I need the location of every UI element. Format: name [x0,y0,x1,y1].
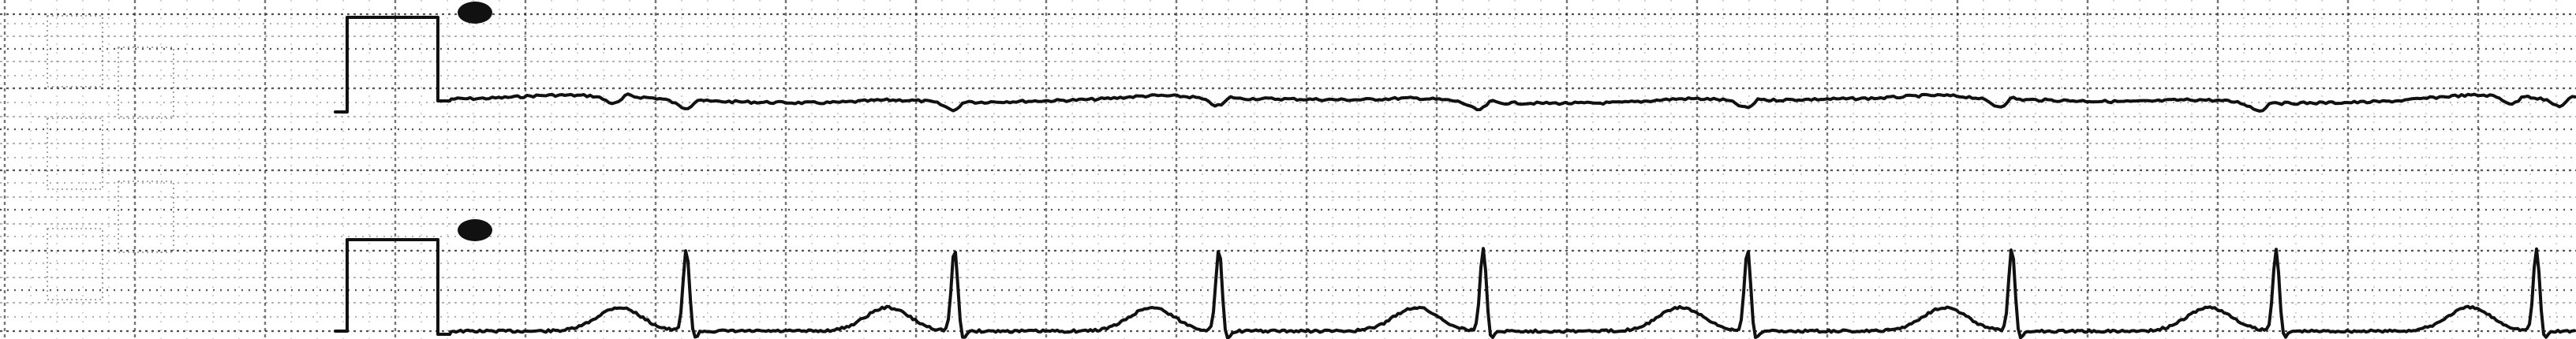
grid-speckle [118,181,174,253]
calibration-pulse-lower [334,238,451,336]
grid-speckle [47,228,103,300]
ecg-lead-lower [334,219,2576,339]
grid-speckle [47,117,103,190]
ecg-trace-lower [448,247,2576,339]
grid-speckle [47,15,103,88]
ink-blob-lower [458,219,492,241]
grid-speckle [118,47,174,119]
ecg-trace-upper [448,92,2576,113]
ecg-lead-upper [334,2,2576,114]
calibration-pulse-upper [334,16,451,114]
ink-blob-upper [458,2,492,24]
